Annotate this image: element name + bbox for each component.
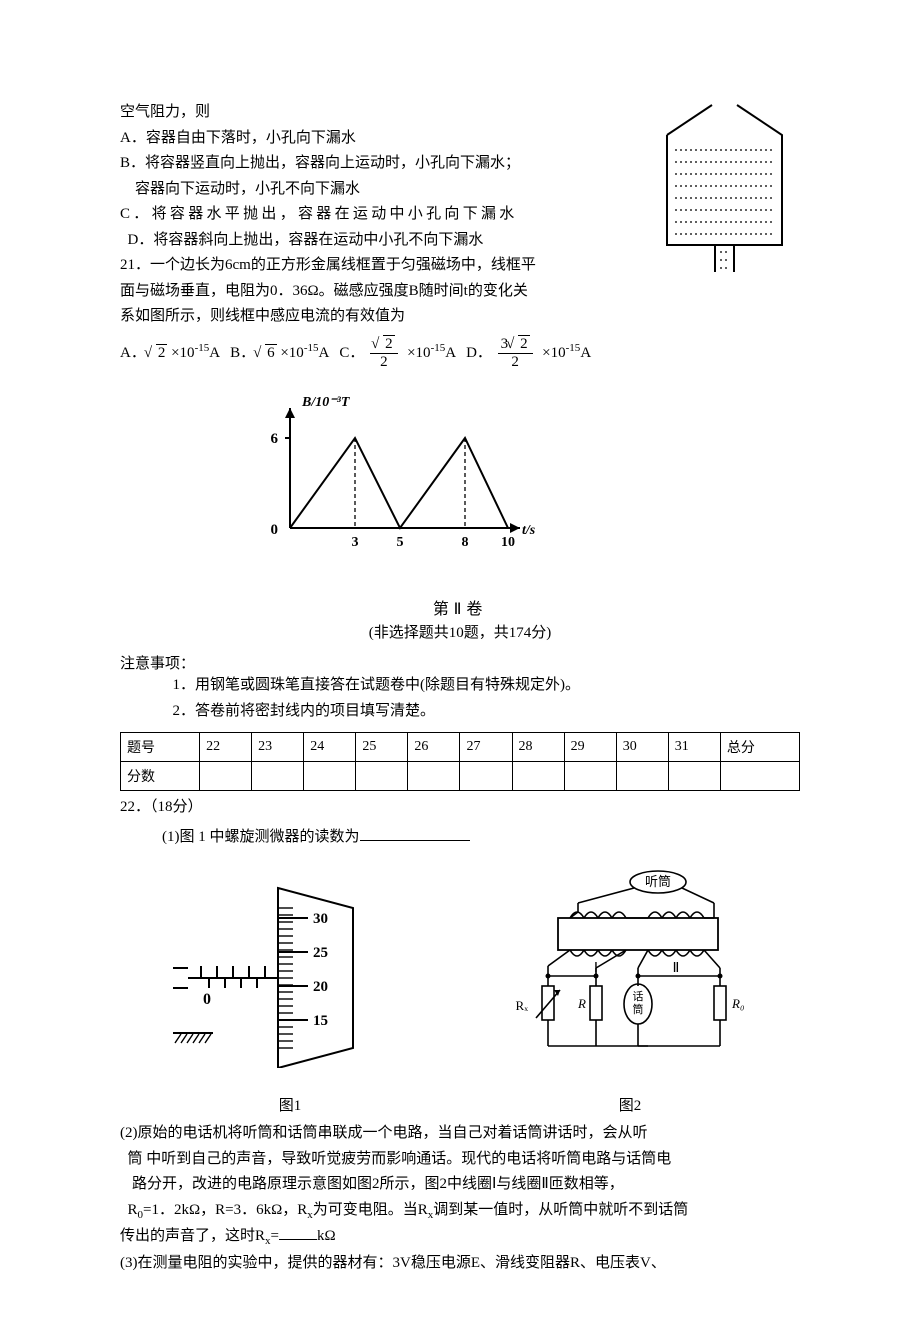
- score-cell: [252, 762, 304, 791]
- q22-head: 22．（18分）: [120, 795, 800, 821]
- section-sub: (非选择题共10题，共174分): [120, 621, 800, 642]
- q22-p3: (3)在测量电阻的实验中，提供的器材有：3V稳压电源E、滑线变阻器R、电压表V、: [120, 1251, 800, 1277]
- notice-1: 1．用钢笔或圆珠笔直接答在试题卷中(除题目有特殊规定外)。: [120, 673, 800, 699]
- score-col: 总分: [720, 733, 799, 762]
- score-col: 31: [668, 733, 720, 762]
- svg-text:0: 0: [203, 991, 211, 1008]
- micrometer-figure: 0 30 25 20 15: [173, 878, 383, 1068]
- svg-text:0: 0: [271, 522, 279, 538]
- svg-text:Ⅱ: Ⅱ: [672, 961, 679, 976]
- score-cell: [720, 762, 799, 791]
- svg-text:R₀: R₀: [731, 996, 744, 1011]
- score-row2-label: 分数: [121, 762, 200, 791]
- svg-text:B/10⁻³T: B/10⁻³T: [301, 395, 351, 410]
- svg-text:20: 20: [313, 979, 328, 995]
- score-cell: [460, 762, 512, 791]
- svg-text:t/s: t/s: [522, 523, 536, 538]
- notice-head: 注意事项：: [120, 652, 800, 673]
- score-col: 23: [252, 733, 304, 762]
- score-col: 30: [616, 733, 668, 762]
- score-col: 28: [512, 733, 564, 762]
- section-title: 第Ⅱ卷: [120, 595, 800, 619]
- q22-p2-l4: R0=1．2kΩ，R=3．6kΩ，Rx为可变电阻。当Rx调到某一值时，从听筒中就…: [120, 1198, 800, 1225]
- svg-text:25: 25: [313, 945, 328, 961]
- svg-text:30: 30: [313, 911, 328, 927]
- fill-blank-2[interactable]: [279, 1225, 317, 1240]
- svg-text:5: 5: [397, 535, 404, 550]
- figure-row: 030252015 听筒ⅠⅡRₓR话筒R₀: [120, 868, 800, 1068]
- svg-text:3: 3: [352, 535, 359, 550]
- q22-p2-l3: 路分开，改进的电路原理示意图如图2所示，图2中线圈Ⅰ与线圈Ⅱ匝数相等，: [120, 1172, 800, 1198]
- q21-opt-c: C． 2 2 ×10-15A: [339, 336, 456, 371]
- q21-opt-d: D． 32 2 ×10-15A: [466, 336, 591, 371]
- score-col: 22: [200, 733, 252, 762]
- q22-p1: (1)图 1 中螺旋测微器的读数为: [120, 825, 800, 851]
- score-cell: [356, 762, 408, 791]
- q21-stem-3: 系如图所示，则线框中感应电流的有效值为: [120, 304, 800, 330]
- svg-text:8: 8: [462, 535, 469, 550]
- score-row1-label: 题号: [121, 733, 200, 762]
- score-table: 题号22232425262728293031总分 分数: [120, 732, 800, 791]
- score-cell: [668, 762, 720, 791]
- svg-text:6: 6: [271, 431, 279, 447]
- q21-options: A．2 ×10-15A B．6 ×10-15A C． 2 2 ×10-15A D…: [120, 336, 800, 371]
- q22-p2-l1: (2)原始的电话机将听筒和话筒串联成一个电路，当自己对着话筒讲话时，会从听: [120, 1121, 800, 1147]
- score-cell: [616, 762, 668, 791]
- fill-blank-1[interactable]: [360, 826, 470, 841]
- svg-text:15: 15: [313, 1013, 328, 1029]
- q21-stem-2: 面与磁场垂直，电阻为0．36Ω。磁感应强度B随时间t的变化关: [120, 279, 800, 305]
- score-cell: [304, 762, 356, 791]
- score-col: 25: [356, 733, 408, 762]
- score-cell: [512, 762, 564, 791]
- caption-1: 图1: [127, 1094, 453, 1115]
- container-figure: [647, 100, 802, 280]
- score-col: 29: [564, 733, 616, 762]
- score-col: 26: [408, 733, 460, 762]
- q21-opt-a: A．2 ×10-15A: [120, 336, 220, 370]
- svg-text:10: 10: [501, 535, 515, 550]
- score-cell: [564, 762, 616, 791]
- caption-2: 图2: [467, 1094, 793, 1115]
- svg-text:筒: 筒: [632, 1002, 643, 1016]
- svg-text:听筒: 听筒: [644, 874, 670, 889]
- score-cell: [408, 762, 460, 791]
- q21-opt-b: B．6 ×10-15A: [230, 336, 329, 370]
- circuit-figure: 听筒ⅠⅡRₓR话筒R₀: [488, 868, 748, 1068]
- svg-text:R: R: [577, 996, 586, 1011]
- svg-text:Rₓ: Rₓ: [515, 998, 528, 1013]
- notice-2: 2．答卷前将密封线内的项目填写清楚。: [120, 699, 800, 725]
- svg-text:话: 话: [632, 990, 643, 1003]
- score-cell: [200, 762, 252, 791]
- bt-graph: 6 0 B/10⁻³T t/s 3 5 8 10: [250, 388, 800, 573]
- q22-p2-l2: 筒 中听到自己的声音，导致听觉疲劳而影响通话。现代的电话将听筒电路与话筒电: [120, 1147, 800, 1173]
- q22-p2-l5: 传出的声音了，这时Rx=kΩ: [120, 1224, 800, 1251]
- score-col: 27: [460, 733, 512, 762]
- caption-row: 图1 图2: [120, 1094, 800, 1115]
- score-col: 24: [304, 733, 356, 762]
